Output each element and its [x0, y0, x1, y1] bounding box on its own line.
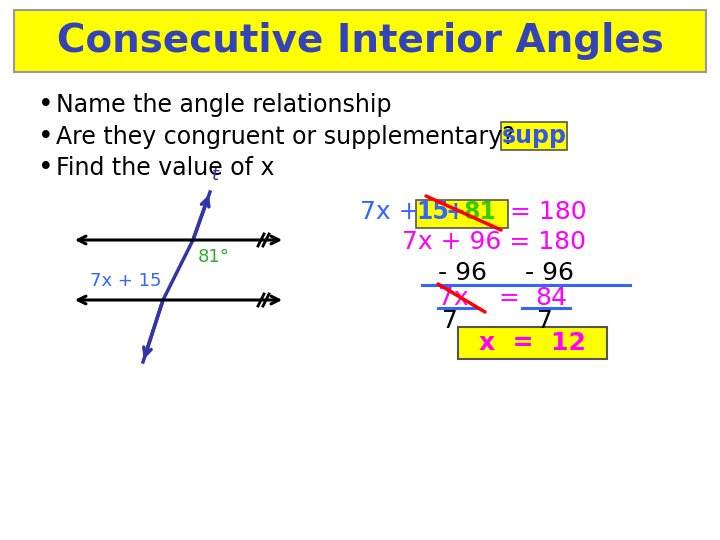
- FancyBboxPatch shape: [14, 10, 706, 72]
- Text: 7x + 96 = 180: 7x + 96 = 180: [402, 230, 586, 254]
- Text: = 180: = 180: [510, 200, 587, 224]
- Text: •: •: [38, 155, 53, 181]
- Text: 7x +: 7x +: [360, 200, 428, 224]
- FancyBboxPatch shape: [501, 122, 567, 150]
- Text: =: =: [498, 286, 519, 310]
- Text: 7: 7: [537, 309, 553, 333]
- Text: t: t: [212, 166, 219, 184]
- FancyBboxPatch shape: [458, 327, 607, 359]
- FancyBboxPatch shape: [416, 200, 508, 228]
- Text: 7: 7: [442, 309, 458, 333]
- Text: +: +: [445, 200, 465, 224]
- Text: 81°: 81°: [198, 248, 230, 266]
- Text: - 96: - 96: [525, 261, 574, 285]
- Text: supp: supp: [502, 124, 567, 148]
- Text: 7x: 7x: [438, 286, 469, 310]
- Text: 81: 81: [464, 200, 496, 224]
- Text: 15: 15: [417, 200, 449, 224]
- Text: Name the angle relationship: Name the angle relationship: [56, 93, 392, 117]
- Text: •: •: [38, 92, 53, 118]
- Text: Consecutive Interior Angles: Consecutive Interior Angles: [57, 22, 663, 60]
- Text: x  =  12: x = 12: [479, 331, 586, 355]
- Text: 84: 84: [535, 286, 567, 310]
- Text: 7x + 15: 7x + 15: [90, 272, 161, 290]
- Text: Are they congruent or supplementary?: Are they congruent or supplementary?: [56, 125, 515, 149]
- Text: - 96: - 96: [438, 261, 487, 285]
- Text: •: •: [38, 124, 53, 150]
- Text: Find the value of x: Find the value of x: [56, 156, 274, 180]
